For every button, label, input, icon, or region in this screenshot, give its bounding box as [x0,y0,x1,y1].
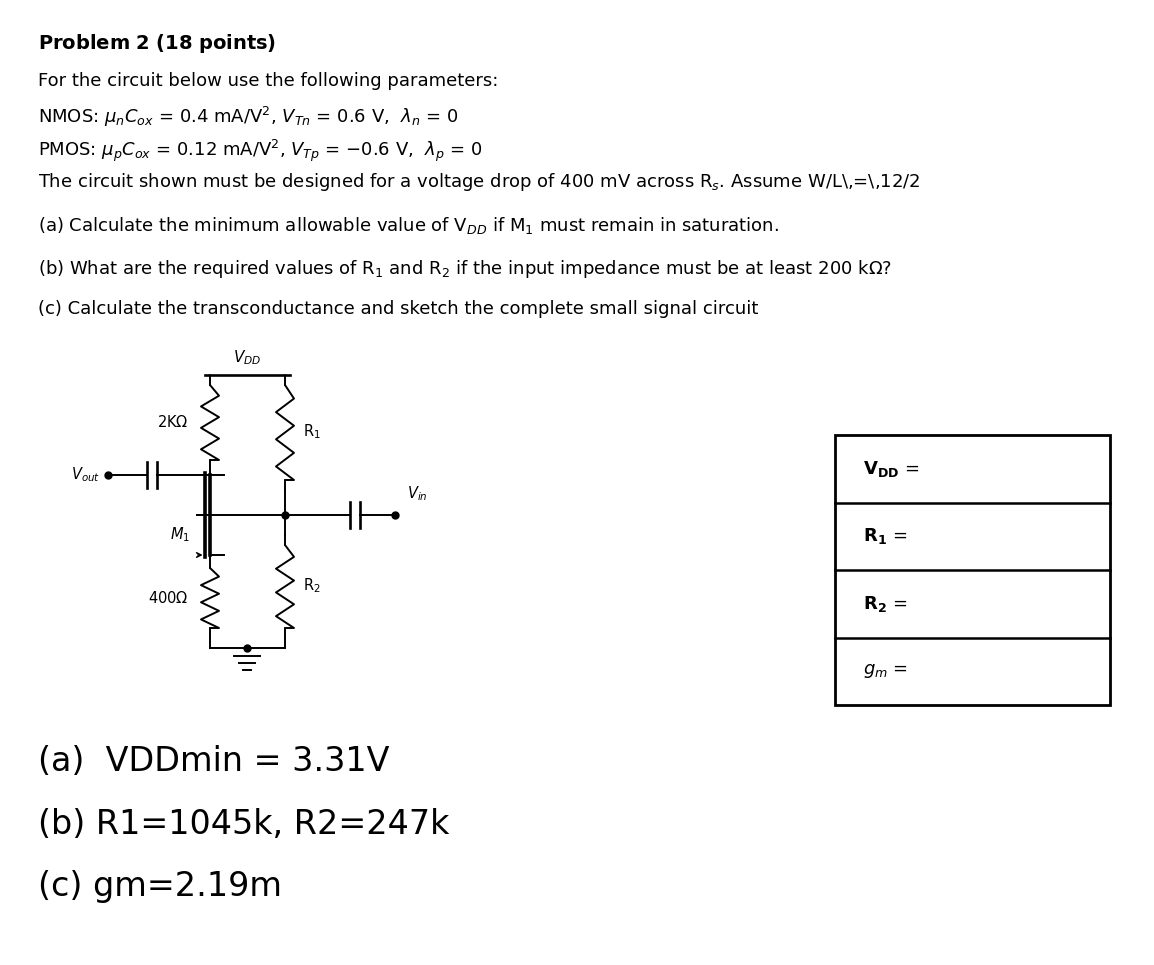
Text: (a) Calculate the minimum allowable value of V$_{DD}$ if M$_1$ must remain in sa: (a) Calculate the minimum allowable valu… [38,215,779,236]
Text: For the circuit below use the following parameters:: For the circuit below use the following … [38,72,499,90]
Text: 400$\Omega$: 400$\Omega$ [148,590,188,606]
Text: The circuit shown must be designed for a voltage drop of 400 mV across R$_s$. As: The circuit shown must be designed for a… [38,171,920,193]
Text: $\mathbf{R_1}$ =: $\mathbf{R_1}$ = [863,526,907,546]
Text: $M_1$: $M_1$ [170,526,190,544]
Text: (a)  VDDmin = 3.31V: (a) VDDmin = 3.31V [38,745,390,778]
Text: NMOS: $\mu_n C_{ox}$ = 0.4 mA/V$^2$, $V_{Tn}$ = 0.6 V,  $\lambda_n$ = 0: NMOS: $\mu_n C_{ox}$ = 0.4 mA/V$^2$, $V_… [38,105,458,129]
Text: R$_1$: R$_1$ [304,423,321,441]
Text: (c) gm=2.19m: (c) gm=2.19m [38,870,282,903]
Text: $V_{in}$: $V_{in}$ [407,484,428,503]
Text: (b) What are the required values of R$_1$ and R$_2$ if the input impedance must : (b) What are the required values of R$_1… [38,258,892,280]
Text: R$_2$: R$_2$ [304,577,321,595]
Text: $V_{DD}$: $V_{DD}$ [233,348,261,367]
Text: (c) Calculate the transconductance and sketch the complete small signal circuit: (c) Calculate the transconductance and s… [38,300,758,318]
Text: $V_{out}$: $V_{out}$ [70,466,100,484]
Text: $\mathbf{Problem\ 2\ (18\ points)}$: $\mathbf{Problem\ 2\ (18\ points)}$ [38,32,276,55]
Bar [835,435,1110,705]
Text: PMOS: $\mu_p C_{ox}$ = 0.12 mA/V$^2$, $V_{Tp}$ = $-$0.6 V,  $\lambda_p$ = 0: PMOS: $\mu_p C_{ox}$ = 0.12 mA/V$^2$, $V… [38,138,482,164]
Text: 2K$\Omega$: 2K$\Omega$ [157,414,188,430]
Text: $\mathbf{R_2}$ =: $\mathbf{R_2}$ = [863,593,907,614]
Text: (b) R1=1045k, R2=247k: (b) R1=1045k, R2=247k [38,808,449,841]
Text: $g_m$ =: $g_m$ = [863,662,908,680]
Text: $\mathbf{V_{DD}}$ =: $\mathbf{V_{DD}}$ = [863,458,920,479]
